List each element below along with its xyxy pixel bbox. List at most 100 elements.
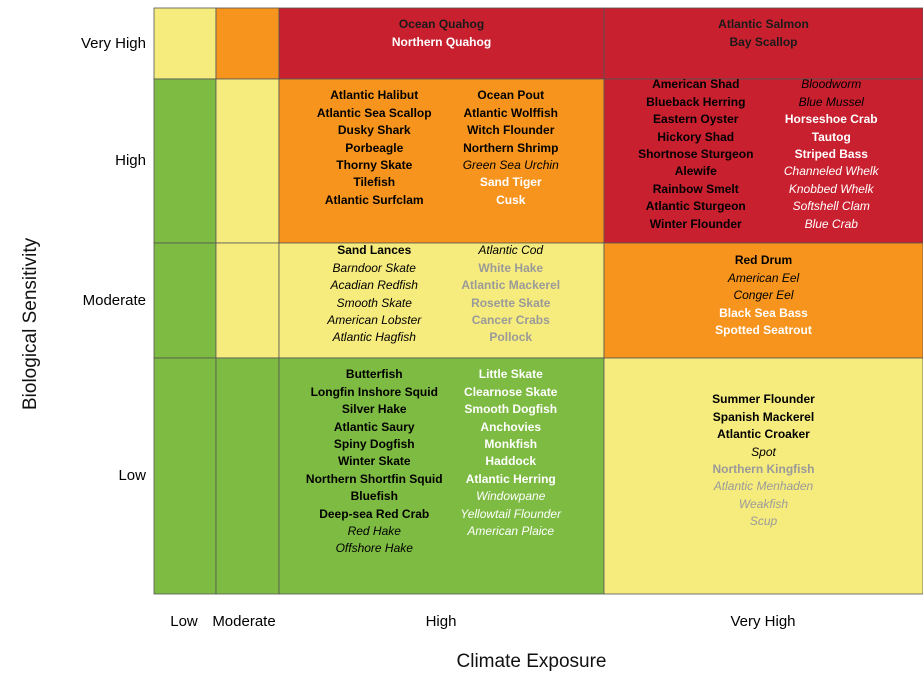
species-list: Atlantic Cod White Hake Atlantic Mackerel R… [430,242,593,346]
species-silver-hake: Silver Hake [341,402,407,417]
cell-moderate-sensitivity-low-exposure [153,242,217,359]
species-clearnose-skate: Clearnose Skate [464,384,558,399]
species-deep-sea-red-crab: Deep-sea Red Crab [319,506,430,521]
species-northern-quahog: Northern Quahog [391,34,492,49]
cell-high-sensitivity-high-exposure [278,78,605,244]
species-list: Ocean Pout Atlantic Wolffish Witch Flounde… [430,87,593,209]
species-spanish-mackerel: Spanish Mackerel [712,409,815,424]
species-smooth-skate: Smooth Skate [336,295,412,310]
species-atlantic-surfclam: Atlantic Surfclam [324,192,424,207]
species-spiny-dogfish: Spiny Dogfish [333,436,415,451]
species-atlantic-sea-scallop: Atlantic Sea Scallop [316,105,432,120]
species-thorny-skate: Thorny Skate [336,157,413,172]
species-witch-flounder: Witch Flounder [467,123,555,138]
species-sand-lances: Sand Lances [337,243,412,258]
y-tick-label-very-high: Very High [80,34,146,52]
species-list: Ocean Quahog Northern Quahog [279,16,604,51]
species-monkfish: Monkfish [484,436,538,451]
species-bluefish: Bluefish [350,489,398,504]
species-red-drum: Red Drum [734,253,793,268]
species-ocean-pout: Ocean Pout [477,88,545,103]
species-list: Atlantic Halibut Atlantic Sea Scallop Dusk… [293,87,456,209]
species-american-eel: American Eel [727,270,800,285]
species-ocean-quahog: Ocean Quahog [398,17,485,32]
cell-very-high-sensitivity-high-exposure [278,7,605,80]
species-northern-shrimp: Northern Shrimp [463,140,559,155]
x-axis-title: Climate Exposure [456,651,607,672]
x-tick-label-high: High [425,613,457,630]
species-northern-shortfin-squid: Northern Shortfin Squid [305,471,443,486]
species-rainbow-smelt: Rainbow Smelt [652,181,739,196]
species-barndoor-skate: Barndoor Skate [332,260,416,275]
x-tick-label-moderate: Moderate [212,613,276,630]
species-list: Sand Lances Barndoor Skate Acadian Redfish… [293,242,456,346]
species-list: Summer Flounder Spanish Mackerel Atlantic … [604,391,923,530]
species-pollock: Pollock [489,330,533,345]
species-windowpane: Windowpane [476,489,546,504]
species-atlantic-cod: Atlantic Cod [478,243,544,258]
species-striped-bass: Striped Bass [794,146,868,161]
cell-low-sensitivity-high-exposure [278,357,605,595]
species-dusky-shark: Dusky Shark [337,123,411,138]
cell-high-sensitivity-moderate-exposure [215,78,280,244]
species-horseshoe-crab: Horseshoe Crab [784,112,878,127]
species-atlantic-sturgeon: Atlantic Sturgeon [645,199,746,214]
species-list: Little Skate Clearnose Skate Smooth Dogfis… [430,366,593,540]
species-atlantic-croaker: Atlantic Croaker [717,427,810,442]
species-atlantic-mackerel: Atlantic Mackerel [461,278,561,293]
species-cusk: Cusk [496,192,526,207]
species-blue-mussel: Blue Mussel [798,94,864,109]
species-scup: Scup [749,514,778,529]
species-tautog: Tautog [811,129,851,144]
species-eastern-oyster: Eastern Oyster [653,112,739,127]
species-atlantic-salmon: Atlantic Salmon [718,17,809,32]
species-sand-tiger: Sand Tiger [479,175,542,190]
species-list: Red Drum American Eel Conger Eel Black Sea … [604,252,923,339]
x-tick-label-very-high: Very High [730,613,796,630]
species-bay-scallop: Bay Scallop [729,34,798,49]
species-knobbed-whelk: Knobbed Whelk [788,181,874,196]
species-channeled-whelk: Channeled Whelk [783,164,879,179]
species-winter-skate: Winter Skate [337,454,411,469]
species-list: American Shad Blueback Herring Eastern Oys… [616,76,776,233]
species-haddock: Haddock [485,454,537,469]
species-black-sea-bass: Black Sea Bass [719,305,808,320]
species-list: Bloodworm Blue Mussel Horseshoe Crab Tautog… [752,76,912,233]
x-tick-label-low: Low [170,613,198,630]
species-tilefish: Tilefish [353,175,396,190]
cell-very-high-sensitivity-moderate-exposure [215,7,280,80]
species-atlantic-menhaden: Atlantic Menhaden [713,479,814,494]
species-atlantic-halibut: Atlantic Halibut [330,88,419,103]
species-blueback-herring: Blueback Herring [646,94,746,109]
species-acadian-redfish: Acadian Redfish [330,278,418,293]
species-softshell-clam: Softshell Clam [792,199,870,214]
cell-very-high-sensitivity-low-exposure [153,7,217,80]
species-atlantic-saury: Atlantic Saury [333,419,415,434]
species-smooth-dogfish: Smooth Dogfish [464,402,558,417]
y-tick-label-moderate: Moderate [82,291,146,309]
cell-low-sensitivity-low-exposure [153,357,217,595]
species-american-lobster: American Lobster [327,312,422,327]
species-atlantic-wolffish: Atlantic Wolffish [463,105,558,120]
y-tick-label-low: Low [118,467,146,484]
species-hickory-shad: Hickory Shad [657,129,735,144]
species-porbeagle: Porbeagle [345,140,404,155]
cell-moderate-sensitivity-moderate-exposure [215,242,280,359]
species-northern-kingfish: Northern Kingfish [712,461,815,476]
species-yellowtail-flounder: Yellowtail Flounder [460,506,562,521]
cell-low-sensitivity-very-high-exposure [603,357,923,595]
species-offshore-hake: Offshore Hake [335,541,413,556]
cell-high-sensitivity-very-high-exposure [603,78,923,244]
species-butterfish: Butterfish [345,367,403,382]
cell-moderate-sensitivity-very-high-exposure [603,242,923,359]
species-list: Atlantic Salmon Bay Scallop [604,16,923,51]
species-conger-eel: Conger Eel [733,288,794,303]
species-spotted-seatrout: Spotted Seatrout [715,322,812,337]
species-anchovies: Anchovies [480,419,542,434]
y-tick-label-high: High [115,152,146,169]
species-little-skate: Little Skate [478,367,543,382]
species-summer-flounder: Summer Flounder [712,392,815,407]
species-longfin-inshore-squid: Longfin Inshore Squid [310,384,438,399]
species-green-sea-urchin: Green Sea Urchin [462,157,559,172]
species-rosette-skate: Rosette Skate [471,295,551,310]
